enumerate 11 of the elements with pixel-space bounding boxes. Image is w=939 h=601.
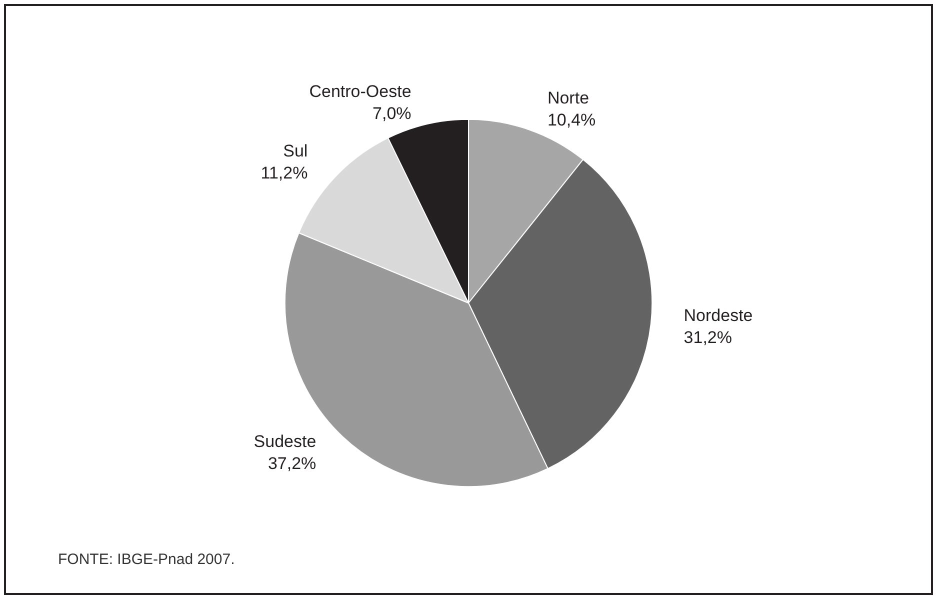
slice-label: Centro-Oeste [309, 82, 412, 102]
slice-label: Sudeste [254, 432, 316, 451]
data-label: 7,0% [372, 104, 412, 124]
data-label: 37,2% [268, 454, 316, 473]
data-label: 10,4% [547, 110, 596, 130]
slice-label: Norte [547, 88, 590, 108]
data-label: 31,2% [684, 328, 732, 347]
source-note: FONTE: IBGE-Pnad 2007. [58, 551, 235, 568]
slice-label: Sul [283, 142, 308, 161]
slice-label: Nordeste [684, 306, 753, 325]
data-label: 11,2% [260, 164, 308, 183]
